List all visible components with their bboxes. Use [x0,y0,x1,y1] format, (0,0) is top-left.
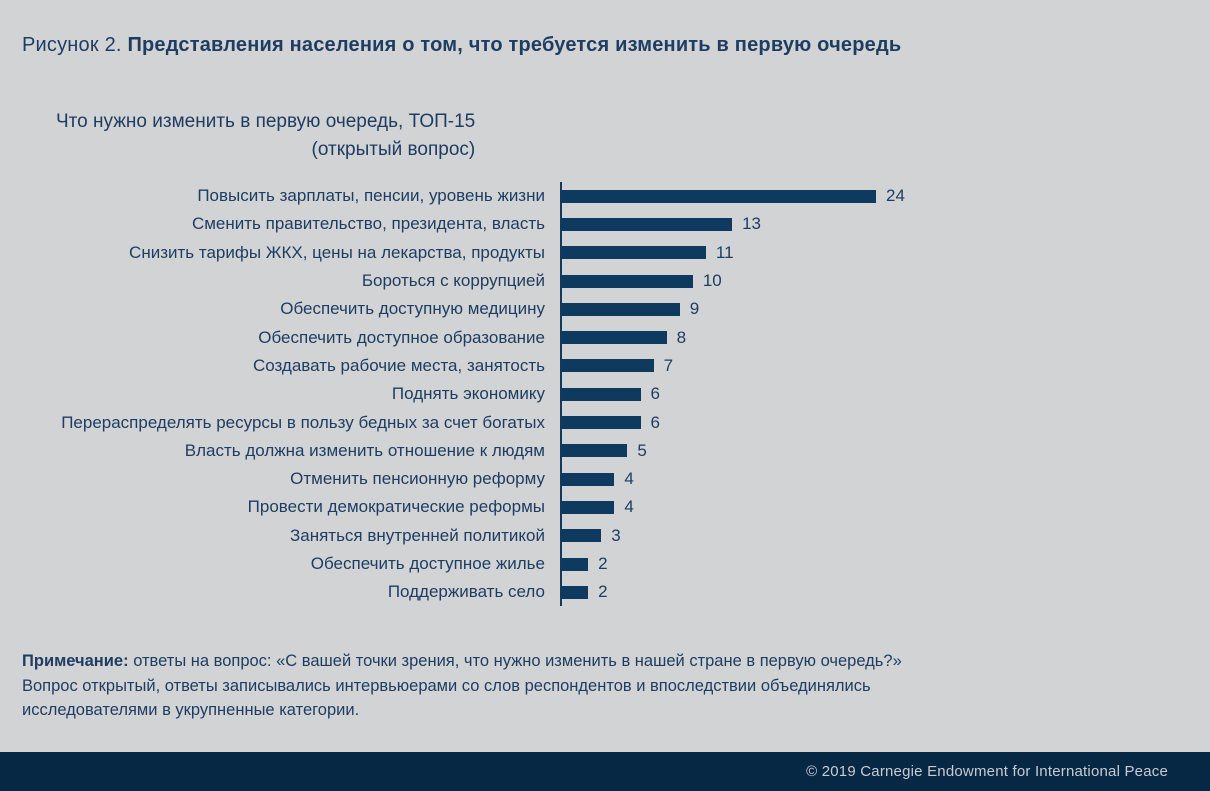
note-line: исследователями в укрупненные категории. [22,701,360,719]
figure-number: Рисунок 2. [22,34,128,56]
bar-area: 5 [560,436,647,465]
category-label: Создавать рабочие места, занятость [252,355,545,375]
chart-row: Создавать рабочие места, занятость 7 [20,351,905,381]
bar [562,189,876,203]
bar-area: 4 [560,464,634,494]
bar [562,246,706,260]
category-label: Сменить правительство, президента, власт… [191,214,545,234]
footer-bar: © 2019 Carnegie Endowment for Internatio… [0,752,1210,791]
chart-row: Поднять экономику 6 [20,380,905,409]
chart-row: Обеспечить доступное жилье 2 [20,549,905,579]
bar [562,472,615,486]
chart-row: Провести демократические реформы 4 [20,493,905,522]
bar [562,444,628,458]
bar-area: 4 [560,493,634,522]
value-label: 4 [624,497,634,517]
figure-title: Рисунок 2. Представления населения о том… [22,34,901,57]
chart-row: Обеспечить доступное образование 8 [20,323,905,352]
value-label: 6 [650,384,660,404]
bar-area: 9 [560,295,700,324]
note: Примечание: ответы на вопрос: «С вашей т… [22,649,902,723]
value-label: 7 [663,355,674,375]
chart-title: Что нужно изменить в первую очередь, ТОП… [56,108,475,164]
value-label: 9 [689,299,700,319]
category-label: Обеспечить доступное жилье [310,554,545,573]
category-label: Обеспечить доступное образование [258,327,545,347]
chart-title-line1: Что нужно изменить в первую очередь, ТОП… [56,111,476,132]
bar [562,585,589,599]
note-line: Примечание: ответы на вопрос: «С вашей т… [22,649,902,674]
bar-area: 6 [560,380,660,409]
chart-row: Обеспечить доступную медицину 9 [20,295,905,324]
category-label: Бороться с коррупцией [361,271,545,291]
note-line1-text: ответы на вопрос: «С вашей точки зрения,… [133,652,902,670]
bar-area: 8 [560,323,687,352]
category-label: Власть должна изменить отношение к людям [184,440,545,460]
bar [562,217,733,231]
value-label: 11 [715,242,734,262]
bar [562,359,654,373]
bar [562,387,641,401]
value-label: 6 [650,412,660,432]
value-label: 4 [624,469,634,489]
bar-area: 7 [560,351,674,381]
value-label: 13 [742,214,761,234]
category-label: Поддерживать село [387,582,545,602]
category-label: Перераспределять ресурсы в пользу бедных… [61,412,545,432]
chart-row: Снизить тарифы ЖКХ, цены на лекарства, п… [20,238,905,267]
value-label: 5 [637,440,647,460]
bar [562,331,667,345]
bar [562,302,680,316]
note-label: Примечание: [22,652,129,670]
category-label: Поднять экономику [391,384,545,404]
bar [562,274,693,288]
value-label: 3 [611,525,621,545]
category-label: Повысить зарплаты, пенсии, уровень жизни [197,186,545,206]
note-line: Вопрос открытый, ответы записывались инт… [22,676,871,695]
chart-title-line2: (открытый вопрос) [311,139,476,160]
category-label: Обеспечить доступную медицину [280,299,545,319]
chart-row: Сменить правительство, президента, власт… [20,210,905,239]
bar [562,557,589,571]
category-label: Провести демократические реформы [247,497,545,517]
chart-row: Перераспределять ресурсы в пользу бедных… [20,408,905,437]
category-label: Отменить пенсионную реформу [290,469,545,489]
bar-chart: Повысить зарплаты, пенсии, уровень жизни… [20,182,905,607]
bar-area: 10 [560,266,722,296]
category-label: Снизить тарифы ЖКХ, цены на лекарства, п… [129,242,545,262]
bar-area: 24 [560,182,905,211]
copyright-text: © 2019 Carnegie Endowment for Internatio… [806,763,1168,780]
chart-row: Поддерживать село 2 [20,578,905,607]
value-label: 8 [676,327,687,347]
bar [562,416,641,430]
chart-row: Власть должна изменить отношение к людям… [20,436,905,465]
bar-area: 2 [560,578,608,607]
bar-area: 11 [560,238,734,267]
bar-area: 3 [560,521,621,550]
value-label: 2 [598,554,608,573]
value-label: 2 [598,582,608,602]
chart-row: Бороться с коррупцией 10 [20,266,905,296]
chart-row: Заняться внутренней политикой 3 [20,521,905,550]
bar [562,500,615,514]
bar-area: 13 [560,210,761,239]
chart-row: Повысить зарплаты, пенсии, уровень жизни… [20,182,905,211]
category-label: Заняться внутренней политикой [289,525,545,545]
value-label: 10 [702,271,722,291]
bar [562,529,602,543]
chart-row: Отменить пенсионную реформу 4 [20,464,905,494]
figure-title-text: Представления населения о том, что требу… [127,34,902,56]
value-label: 24 [886,186,905,206]
bar-area: 6 [560,408,660,437]
bar-area: 2 [560,549,608,579]
